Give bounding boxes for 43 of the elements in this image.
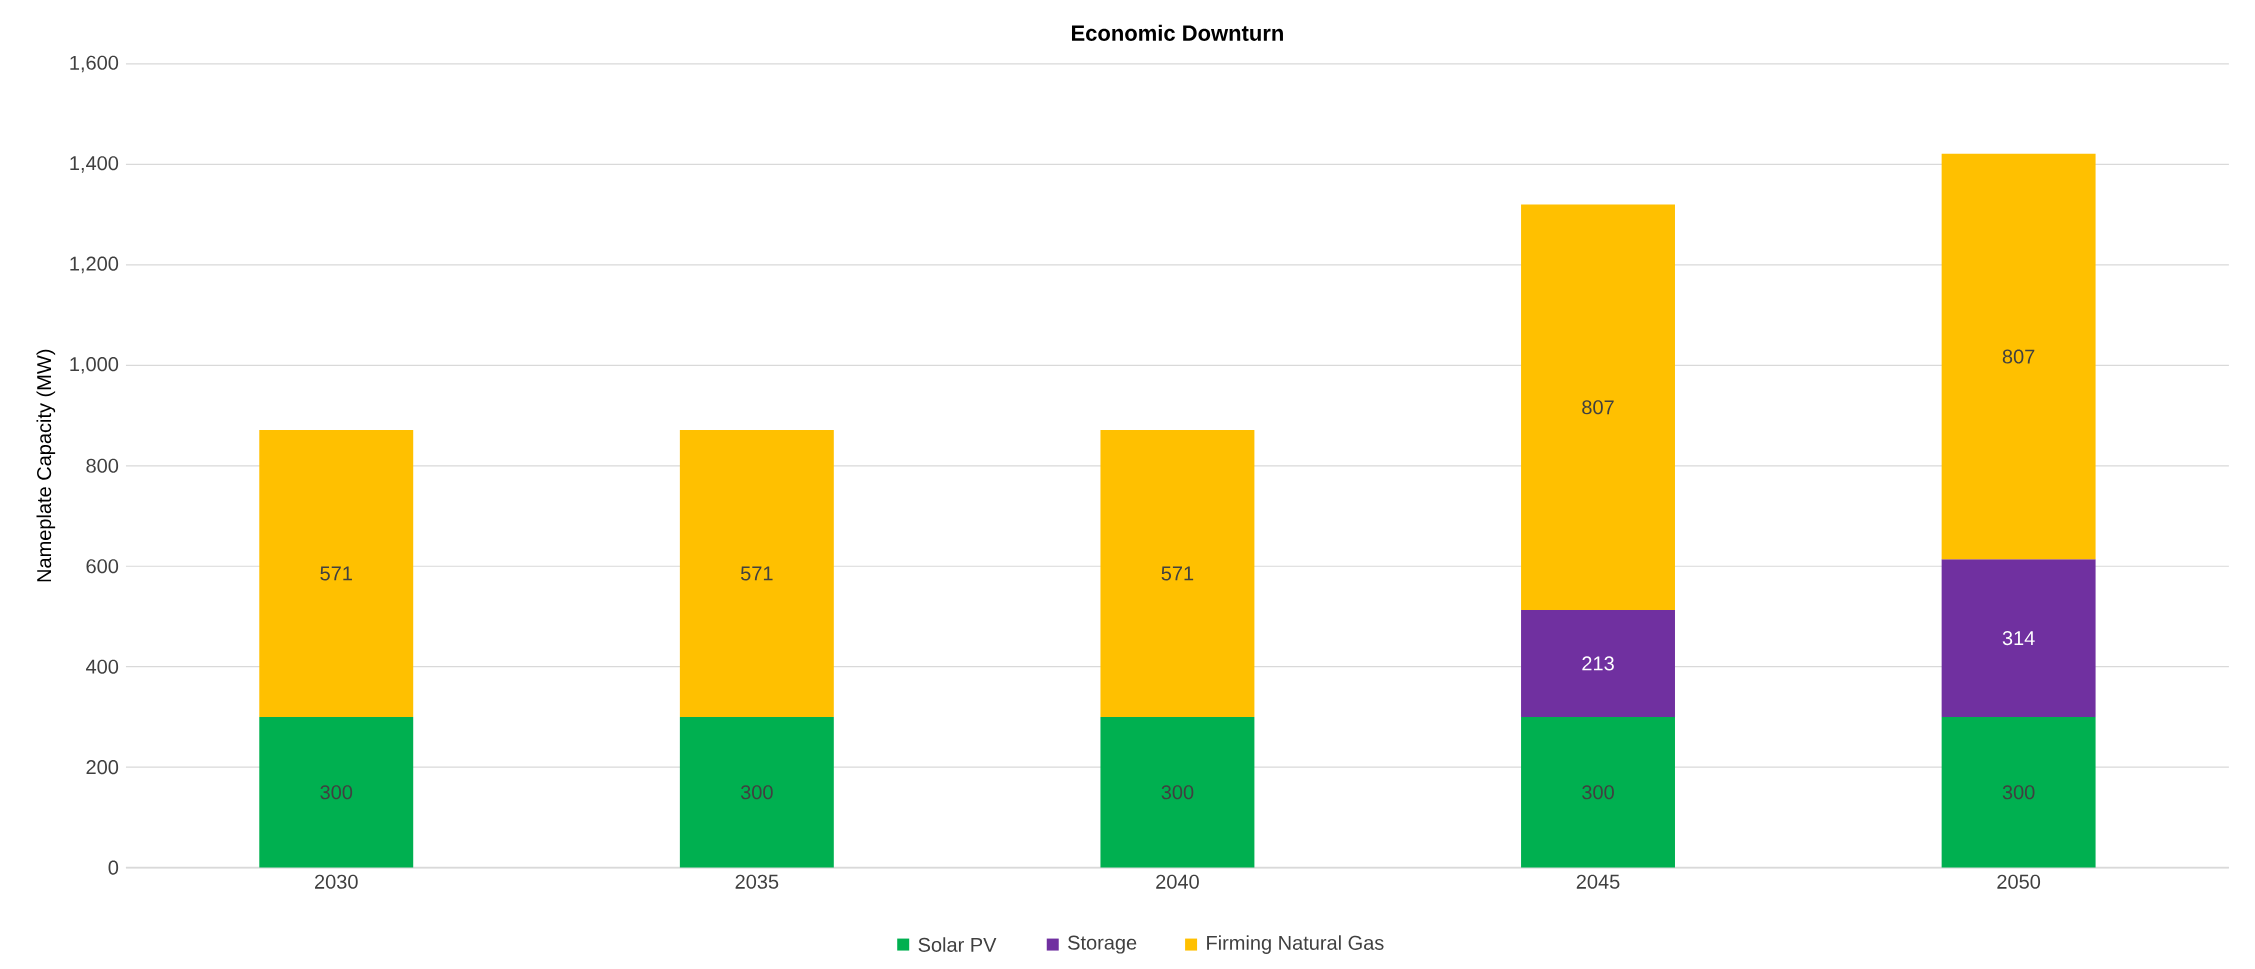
y-tick-label: 600 bbox=[86, 559, 119, 574]
bar bbox=[1941, 559, 2096, 718]
bar bbox=[1521, 610, 1675, 718]
x-tick-label: 2035 bbox=[735, 874, 779, 890]
y-axis-title: Nameplate Capacity (MW) bbox=[36, 350, 56, 582]
data-label: 571 bbox=[1161, 566, 1194, 581]
y-tick-label: 1,200 bbox=[70, 256, 119, 274]
data-label: 300 bbox=[320, 785, 353, 800]
y-tick-label: 1,400 bbox=[70, 156, 119, 173]
data-label: 571 bbox=[320, 566, 352, 581]
legend-label: Storage bbox=[1068, 935, 1137, 954]
data-label: 300 bbox=[740, 785, 773, 800]
data-label: 300 bbox=[1161, 785, 1194, 800]
x-tick-label: 2040 bbox=[1156, 874, 1199, 890]
bar bbox=[679, 430, 834, 718]
data-label: 571 bbox=[740, 566, 773, 581]
bar bbox=[1100, 717, 1255, 868]
bar bbox=[1100, 430, 1255, 718]
y-tick-label: 200 bbox=[86, 760, 119, 775]
data-label: 300 bbox=[1582, 785, 1614, 800]
x-tick-label: 2030 bbox=[315, 874, 358, 890]
y-tick-label: 1,000 bbox=[70, 357, 119, 374]
bar bbox=[259, 717, 414, 868]
x-tick-label: 2050 bbox=[1997, 874, 2041, 890]
data-label: 314 bbox=[2002, 631, 2035, 646]
bar bbox=[1521, 204, 1675, 611]
bar bbox=[259, 430, 414, 718]
data-label: 807 bbox=[1582, 400, 1614, 415]
y-tick-label: 0 bbox=[108, 860, 119, 875]
data-label: 807 bbox=[2002, 349, 2035, 364]
y-tick-label: 800 bbox=[86, 458, 119, 474]
legend-label: Solar PV bbox=[918, 937, 997, 953]
y-tick-label: 400 bbox=[86, 659, 119, 674]
y-tick-label: 1,600 bbox=[70, 55, 119, 73]
x-tick-label: 2045 bbox=[1576, 874, 1620, 890]
legend-label: Firming Natural Gas bbox=[1207, 935, 1384, 955]
data-label: 300 bbox=[2002, 785, 2035, 800]
bar bbox=[1521, 717, 1675, 868]
data-label: 213 bbox=[1582, 656, 1614, 671]
bar bbox=[679, 717, 834, 868]
bar bbox=[1941, 717, 2096, 868]
chart-title: Economic Downturn bbox=[1072, 24, 1283, 42]
bar bbox=[1941, 154, 2096, 560]
